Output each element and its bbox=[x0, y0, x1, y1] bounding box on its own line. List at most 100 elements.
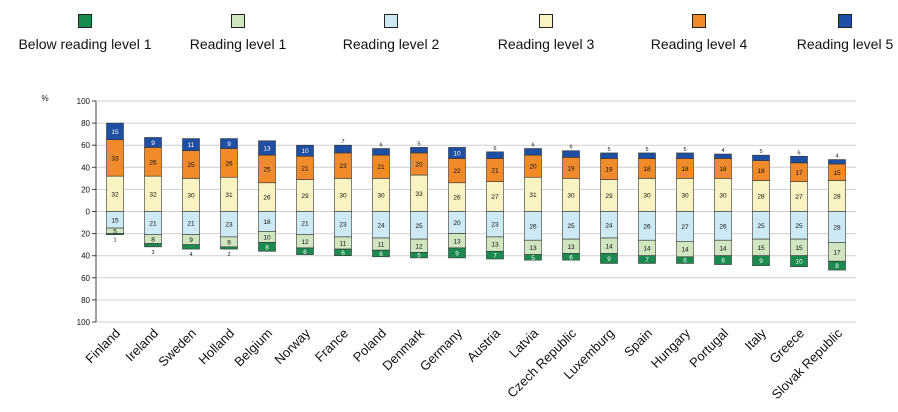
bar-value-label: 26 bbox=[225, 160, 233, 167]
bar-segment bbox=[144, 137, 162, 148]
bar-value-label: 9 bbox=[151, 140, 155, 147]
bar-segment bbox=[182, 138, 200, 152]
bar-value-label: 12 bbox=[301, 239, 309, 246]
bar-segment bbox=[524, 254, 542, 261]
bar-segment bbox=[638, 152, 656, 159]
bar-value-label: 30 bbox=[339, 192, 347, 199]
legend-label: Reading level 5 bbox=[796, 36, 894, 52]
bar-value-label: 3 bbox=[151, 250, 154, 256]
legend-item-level-1: Reading level 1 bbox=[163, 14, 313, 52]
bar-value-label: 6 bbox=[797, 150, 800, 156]
legend-swatch bbox=[78, 14, 92, 28]
legend-label: Reading level 3 bbox=[497, 36, 595, 52]
bar-value-label: 10 bbox=[263, 234, 271, 241]
bar-value-label: 25 bbox=[757, 223, 765, 230]
bar-segment bbox=[334, 144, 352, 154]
bar-segment bbox=[524, 148, 542, 156]
bar-segment bbox=[486, 151, 504, 159]
bar-segment bbox=[562, 150, 580, 158]
bar-segment bbox=[676, 256, 694, 264]
bar-value-label: 9 bbox=[759, 258, 763, 265]
bar-segment bbox=[296, 247, 314, 255]
bar-value-label: 20 bbox=[415, 161, 423, 168]
y-axis-label: % bbox=[41, 94, 48, 103]
legend-swatch bbox=[692, 14, 706, 28]
legend-swatch bbox=[838, 14, 852, 28]
bar-segment bbox=[144, 243, 162, 248]
bar-value-label: 14 bbox=[605, 243, 613, 250]
x-category-label: Slovak Republic bbox=[769, 325, 846, 402]
bar-value-label: 7 bbox=[645, 257, 649, 264]
bar-value-label: 32 bbox=[111, 191, 119, 198]
bar-value-label: 18 bbox=[681, 166, 689, 173]
bar-value-label: 28 bbox=[757, 194, 765, 201]
bar-value-label: 23 bbox=[339, 163, 347, 170]
bar-value-label: 21 bbox=[301, 221, 309, 228]
bar-value-label: 10 bbox=[301, 148, 309, 155]
bar-segment bbox=[828, 260, 846, 271]
bar-value-label: 5 bbox=[113, 228, 117, 235]
y-tick-label: 80 bbox=[81, 119, 90, 128]
bar-segment bbox=[562, 253, 580, 261]
legend-item-level-5: Reading level 5 bbox=[770, 14, 898, 52]
bar-value-label: 21 bbox=[301, 165, 309, 172]
x-category-label: France bbox=[312, 326, 351, 365]
x-category-label: Norway bbox=[271, 325, 313, 367]
bar-value-label: 14 bbox=[719, 245, 727, 252]
bar-value-label: 4 bbox=[835, 154, 838, 160]
bar-value-label: 6 bbox=[379, 251, 383, 258]
bar-segment bbox=[790, 255, 808, 268]
bar-segment bbox=[600, 253, 618, 264]
legend-swatch bbox=[539, 14, 553, 28]
bar-value-label: 7 bbox=[341, 139, 344, 145]
bar-value-label: 5 bbox=[645, 147, 648, 153]
legend-label: Reading level 1 bbox=[189, 36, 287, 52]
bar-segment bbox=[258, 242, 276, 252]
bar-value-label: 17 bbox=[795, 170, 803, 177]
chart-legend: Below reading level 1 Reading level 1 Re… bbox=[0, 0, 898, 60]
bar-segment bbox=[220, 246, 238, 250]
y-tick-label: 40 bbox=[81, 163, 90, 172]
x-category-label: Belgium bbox=[231, 326, 275, 370]
bar-value-label: 9 bbox=[607, 256, 611, 263]
bar-value-label: 8 bbox=[151, 237, 155, 244]
bar-value-label: 23 bbox=[491, 222, 499, 229]
y-tick-label: 100 bbox=[77, 97, 91, 106]
bar-value-label: 26 bbox=[719, 223, 727, 230]
bar-value-label: 15 bbox=[111, 129, 119, 136]
bar-value-label: 7 bbox=[493, 253, 497, 260]
bar-value-label: 30 bbox=[719, 192, 727, 199]
bar-value-label: 1 bbox=[113, 238, 116, 244]
bar-value-label: 23 bbox=[225, 222, 233, 229]
legend-item-level-2: Reading level 2 bbox=[316, 14, 466, 52]
x-category-label: Latvia bbox=[506, 325, 542, 361]
bar-value-label: 27 bbox=[681, 224, 689, 231]
bar-value-label: 11 bbox=[188, 142, 195, 149]
bar-value-label: 6 bbox=[493, 146, 496, 152]
bar-value-label: 30 bbox=[377, 192, 385, 199]
x-category-label: Sweden bbox=[155, 326, 199, 370]
bar-segment bbox=[410, 252, 428, 259]
legend-item-below-level-1: Below reading level 1 bbox=[10, 14, 160, 52]
bar-segment bbox=[372, 148, 390, 156]
bar-value-label: 4 bbox=[721, 148, 724, 154]
x-category-label: Hungary bbox=[648, 325, 694, 371]
bar-value-label: 9 bbox=[227, 141, 231, 148]
y-tick-label: 100 bbox=[77, 318, 91, 327]
bar-value-label: 33 bbox=[415, 191, 423, 198]
bar-segment bbox=[752, 154, 770, 161]
legend-label: Reading level 4 bbox=[650, 36, 748, 52]
bar-value-label: 19 bbox=[567, 165, 575, 172]
bar-value-label: 29 bbox=[301, 193, 309, 200]
bar-value-label: 6 bbox=[531, 143, 534, 149]
bar-value-label: 9 bbox=[227, 239, 231, 246]
bar-segment bbox=[334, 248, 352, 257]
bar-value-label: 9 bbox=[189, 237, 193, 244]
bar-segment bbox=[372, 249, 390, 258]
bar-segment bbox=[296, 144, 314, 157]
bar-value-label: 4 bbox=[189, 252, 192, 258]
bar-segment bbox=[638, 255, 656, 264]
bar-segment bbox=[828, 159, 846, 165]
y-tick-label: 80 bbox=[81, 296, 90, 305]
